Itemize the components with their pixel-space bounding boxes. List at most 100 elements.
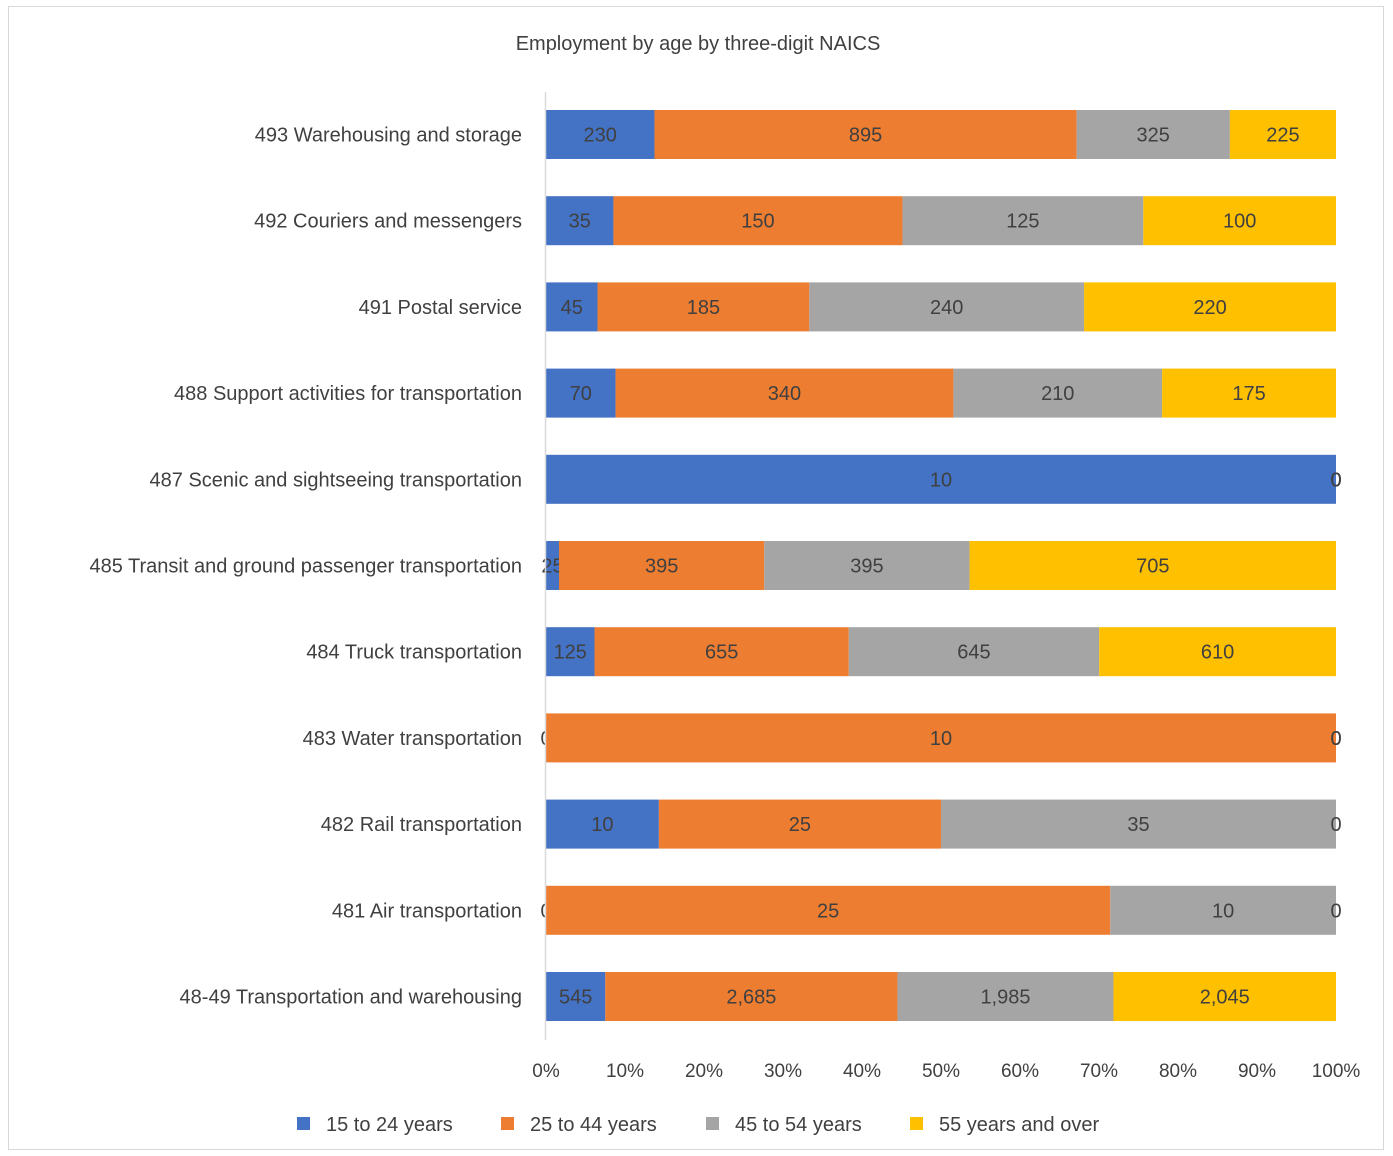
x-tick-label: 30% bbox=[764, 1061, 802, 1082]
bar-segment bbox=[1110, 885, 1336, 935]
bar-segment bbox=[1229, 110, 1336, 159]
bar-segment bbox=[613, 196, 903, 246]
x-tick-label: 70% bbox=[1080, 1061, 1118, 1082]
data-label: 25 bbox=[817, 900, 839, 922]
data-label: 895 bbox=[849, 125, 882, 147]
data-label: 0 bbox=[1330, 814, 1341, 836]
data-label: 35 bbox=[1127, 814, 1149, 836]
category-label: 481 Air transportation bbox=[332, 900, 522, 922]
data-label: 70 bbox=[570, 383, 592, 405]
category-label: 492 Couriers and messengers bbox=[254, 211, 522, 233]
bar-segment bbox=[546, 627, 595, 677]
bar-segment bbox=[658, 799, 941, 849]
bar-segment bbox=[546, 282, 598, 332]
category-labels: 493 Warehousing and storage 492 Couriers … bbox=[89, 125, 522, 1009]
bar-segment bbox=[809, 282, 1085, 332]
bar-segment bbox=[594, 627, 849, 677]
category-label: 488 Support activities for transportatio… bbox=[174, 383, 522, 405]
bar-segment bbox=[546, 541, 559, 590]
category-label: 484 Truck transportation bbox=[306, 642, 522, 664]
bar-segment bbox=[546, 885, 1111, 935]
x-tick-label: 90% bbox=[1238, 1061, 1276, 1082]
x-tick-label: 10% bbox=[606, 1061, 644, 1082]
data-label: 10 bbox=[930, 728, 952, 750]
data-label: 0 bbox=[1330, 469, 1341, 491]
x-tick-label: 80% bbox=[1159, 1061, 1197, 1082]
bar-segment bbox=[597, 282, 810, 332]
bar-segment bbox=[1076, 110, 1230, 159]
bar-segment bbox=[654, 110, 1077, 159]
x-tick-label: 40% bbox=[843, 1061, 881, 1082]
bar-segment bbox=[1162, 368, 1336, 418]
category-label: 491 Postal service bbox=[359, 297, 522, 319]
bar-segment bbox=[546, 110, 655, 159]
data-label: 0 bbox=[1330, 728, 1341, 750]
bar-segment bbox=[848, 627, 1100, 677]
x-tick-label: 0% bbox=[532, 1061, 560, 1082]
data-label: 645 bbox=[957, 642, 990, 664]
data-label: 395 bbox=[645, 556, 678, 578]
data-label: 0 bbox=[1330, 728, 1341, 750]
data-label: 125 bbox=[1006, 211, 1039, 233]
data-label: 705 bbox=[1136, 556, 1169, 578]
bar-segment bbox=[1143, 196, 1336, 246]
data-label: 230 bbox=[584, 125, 617, 147]
chart-frame bbox=[8, 6, 1384, 1150]
data-label: 340 bbox=[768, 383, 801, 405]
data-label: 10 bbox=[1212, 900, 1234, 922]
category-label: 482 Rail transportation bbox=[321, 814, 522, 836]
data-label: 610 bbox=[1201, 642, 1234, 664]
data-label: 0 bbox=[1330, 469, 1341, 491]
bar-segment bbox=[953, 368, 1163, 418]
bar-segment bbox=[941, 799, 1336, 849]
category-label: 493 Warehousing and storage bbox=[255, 125, 522, 147]
data-label: 25 bbox=[789, 814, 811, 836]
data-label: 10 bbox=[591, 814, 613, 836]
x-tick-label: 20% bbox=[685, 1061, 723, 1082]
data-label: 45 bbox=[561, 297, 583, 319]
data-label: 100 bbox=[1223, 211, 1256, 233]
x-tick-label: 100% bbox=[1312, 1061, 1361, 1082]
data-label: 210 bbox=[1041, 383, 1074, 405]
data-label: 185 bbox=[687, 297, 720, 319]
legend-swatch bbox=[706, 1117, 719, 1130]
legend-label: 55 years and over bbox=[939, 1114, 1099, 1136]
data-label: 325 bbox=[1137, 125, 1170, 147]
legend-swatch bbox=[501, 1117, 514, 1130]
data-label: 125 bbox=[554, 642, 587, 664]
data-label: 175 bbox=[1232, 383, 1265, 405]
bar-segment bbox=[1113, 972, 1336, 1021]
bar-segment bbox=[546, 799, 659, 849]
data-label: 2,685 bbox=[726, 987, 776, 1009]
data-label: 1,985 bbox=[980, 987, 1030, 1009]
legend-label: 45 to 54 years bbox=[735, 1114, 862, 1136]
bar-segment bbox=[1084, 282, 1336, 332]
data-label: 10 bbox=[930, 469, 952, 491]
legend-label: 15 to 24 years bbox=[326, 1114, 453, 1136]
bar-segment bbox=[605, 972, 898, 1021]
data-label: 220 bbox=[1193, 297, 1226, 319]
x-tick-label: 50% bbox=[922, 1061, 960, 1082]
data-label: 35 bbox=[569, 211, 591, 233]
bar-segment bbox=[546, 972, 606, 1021]
data-label: 395 bbox=[850, 556, 883, 578]
category-label: 483 Water transportation bbox=[303, 728, 522, 750]
data-label: 655 bbox=[705, 642, 738, 664]
data-label: 225 bbox=[1266, 125, 1299, 147]
category-label: 485 Transit and ground passenger transpo… bbox=[89, 556, 522, 578]
data-label: 2,045 bbox=[1200, 987, 1250, 1009]
chart-title: Employment by age by three-digit NAICS bbox=[516, 33, 881, 55]
legend-label: 25 to 44 years bbox=[530, 1114, 657, 1136]
x-tick-labels: 0% 10% 20% 30% 40% 50% 60% 70% 80% 90% 100% bbox=[532, 1061, 1360, 1082]
data-label: 0 bbox=[1330, 469, 1341, 491]
bar-segment bbox=[546, 454, 1336, 504]
bar-segment bbox=[1099, 627, 1336, 677]
data-label: 0 bbox=[1330, 900, 1341, 922]
x-tick-label: 60% bbox=[1001, 1061, 1039, 1082]
bar-segment bbox=[897, 972, 1114, 1021]
bar-segment bbox=[764, 541, 970, 590]
category-label: 48-49 Transportation and warehousing bbox=[180, 987, 522, 1009]
bar-segment bbox=[902, 196, 1144, 246]
